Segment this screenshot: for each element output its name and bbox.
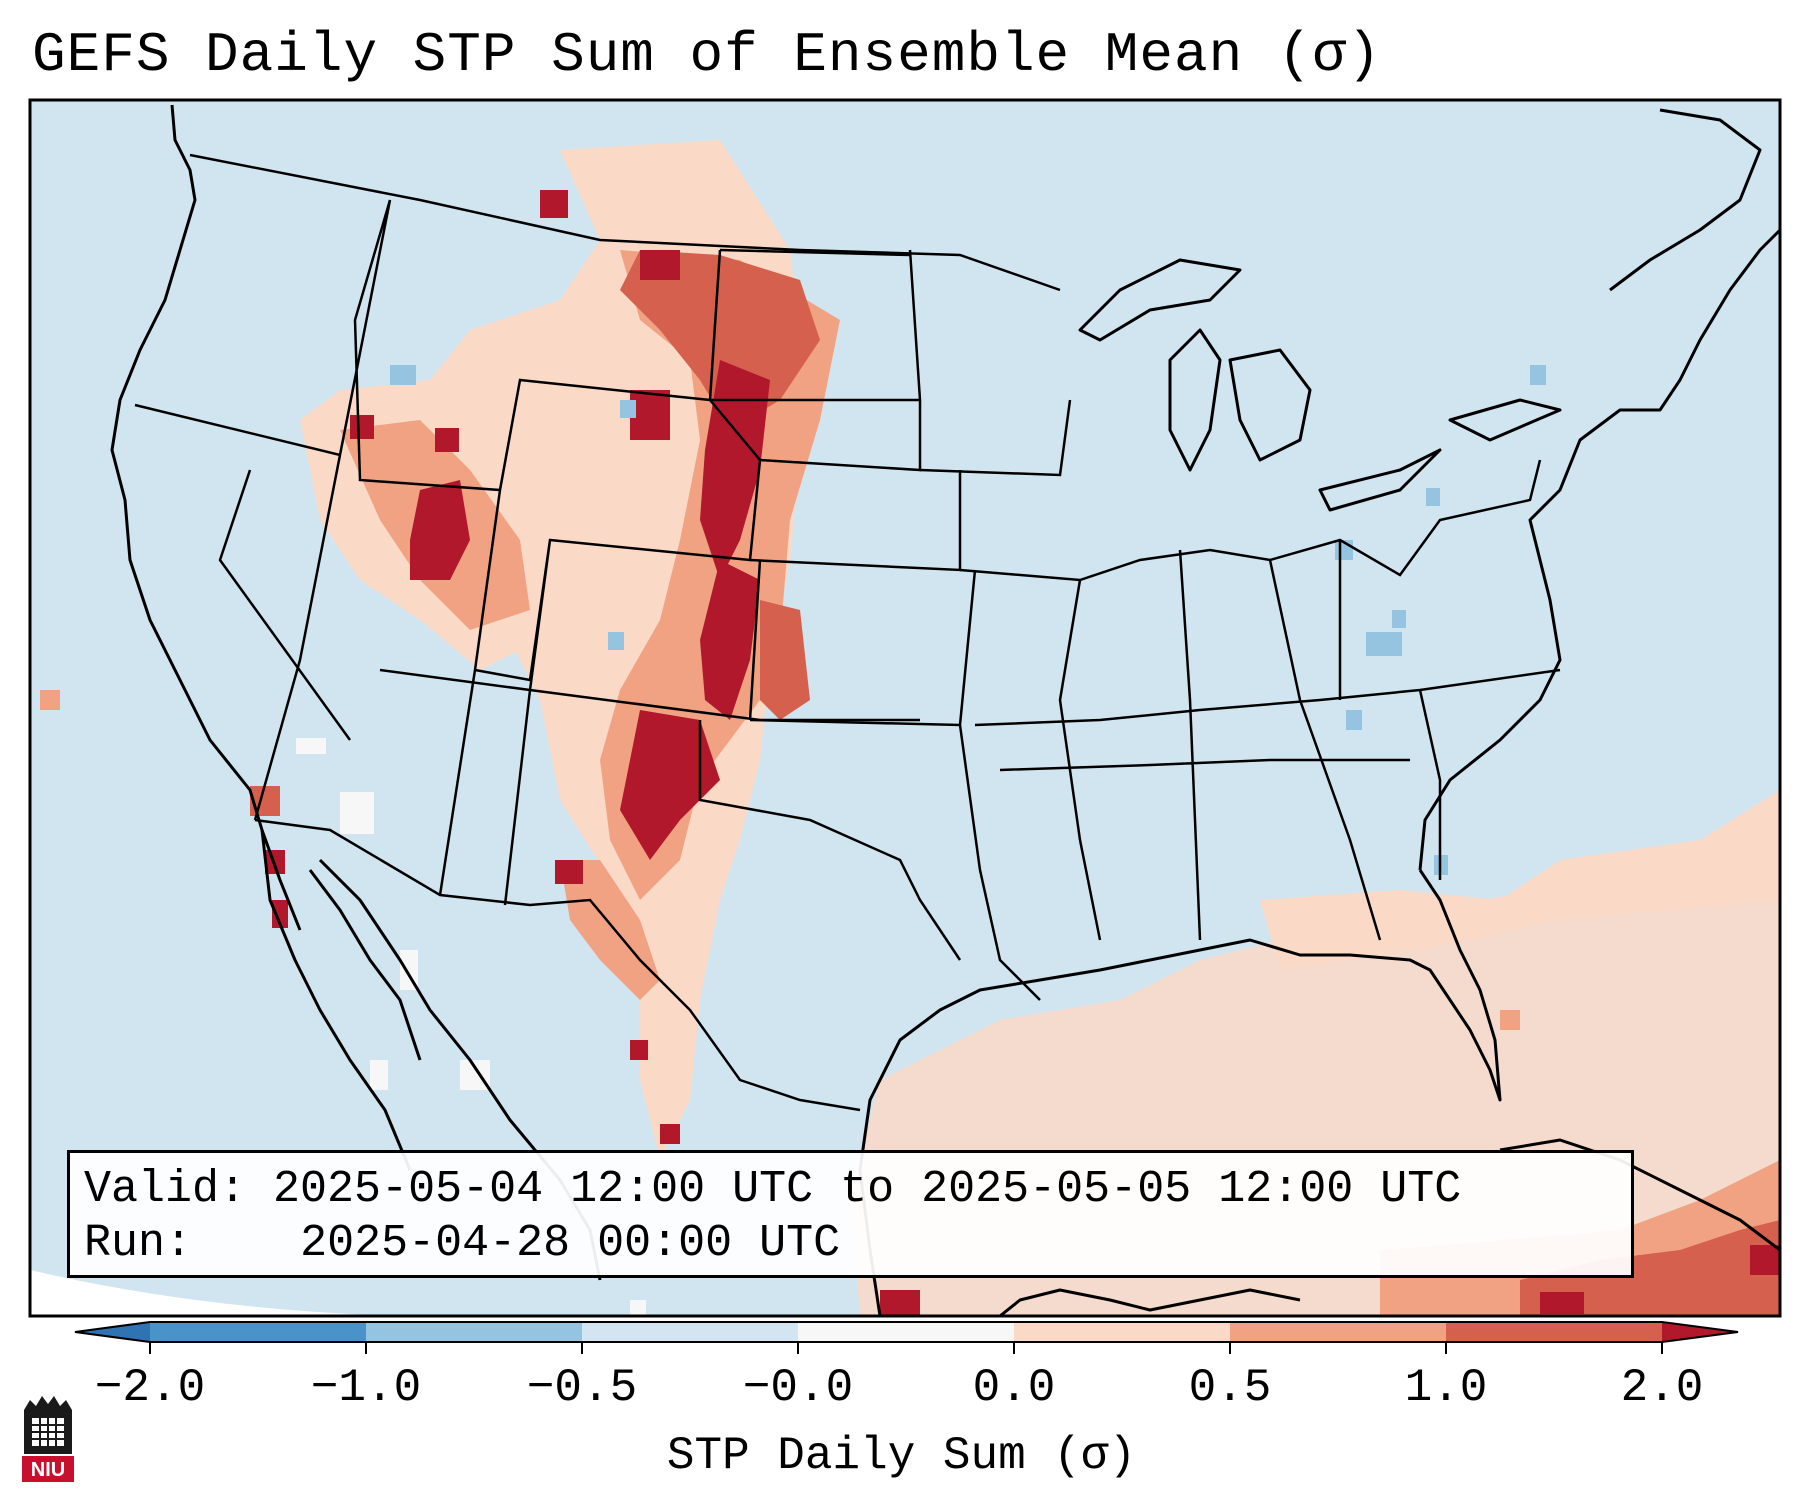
nearzero-cell-6: [630, 1300, 646, 1316]
bahamas-cell: [1750, 1245, 1780, 1275]
atlantic-coastline: [1418, 228, 1780, 871]
colorbar-bin-3: [582, 1322, 798, 1342]
map-edge-blank: [30, 1270, 400, 1316]
el-paso-cell: [555, 860, 583, 884]
mexico-cell-2: [660, 1124, 680, 1144]
cuba-strong-anomaly: [1520, 1220, 1780, 1316]
negative-cell-idaho: [390, 365, 416, 385]
valid-label: Valid:: [84, 1164, 247, 1215]
nearzero-cell-1: [296, 738, 326, 754]
valid-time-range: 2025-05-04 12:00 UTC to 2025-05-05 12:00…: [273, 1164, 1462, 1215]
atlantic-cell: [1500, 1010, 1520, 1030]
state-lines-west: [134, 199, 920, 906]
colorbar-axis-label: STP Daily Sum (σ): [666, 1430, 1137, 1482]
colorbar-tick-label: −0.5: [526, 1362, 638, 1414]
colorbar-extend-low: [75, 1322, 150, 1342]
colorbar-bin-7: [1446, 1322, 1662, 1342]
texas-line-anomaly: [560, 860, 660, 1000]
colorbar-tick-label: 0.5: [1188, 1362, 1272, 1414]
california-cell-3: [272, 900, 288, 928]
negative-cell-pennsylvania: [1426, 488, 1440, 506]
colorbar-tick-label: −1.0: [310, 1362, 422, 1414]
colorbar-bin-4: [798, 1322, 1014, 1342]
map-title: GEFS Daily STP Sum of Ensemble Mean (σ): [32, 23, 1382, 87]
wyoming-cell: [630, 390, 670, 440]
great-lakes-outline: [1078, 258, 1562, 512]
mexico-cell: [630, 1040, 648, 1060]
negative-cell-tennessee: [1346, 710, 1362, 730]
cuba-coastline: [1499, 1138, 1780, 1252]
negative-cell-colorado: [608, 632, 624, 650]
niu-logo-text: NIU: [31, 1459, 65, 1481]
kansas-core: [760, 600, 810, 720]
niu-logo: NIU: [22, 1396, 74, 1482]
us-mexico-border: [254, 818, 861, 1112]
run-time: 2025-04-28 00:00 UTC: [300, 1218, 841, 1269]
idaho-cell-2: [435, 428, 459, 452]
colorbar-tick-label: 2.0: [1620, 1362, 1704, 1414]
us-canada-border: [189, 153, 1061, 292]
colorbar-bin-6: [1230, 1322, 1446, 1342]
utah-strong-core: [410, 480, 470, 580]
colorbar-tick-label: −2.0: [94, 1362, 206, 1414]
gulf-south-cell: [880, 1290, 920, 1316]
colorado-core: [700, 560, 760, 720]
colorbar-bin-5: [1014, 1322, 1230, 1342]
colorbar-tick-label: 1.0: [1404, 1362, 1488, 1414]
montana-core: [620, 250, 820, 430]
colorbar-bin-1: [150, 1322, 366, 1342]
montana-cell-2: [640, 250, 680, 280]
validity-info-box: Valid: 2025-05-04 12:00 UTC to 2025-05-0…: [67, 1150, 1634, 1278]
dakota-core: [700, 360, 770, 580]
nearzero-cell-2: [340, 792, 374, 834]
montana-cell: [540, 190, 568, 218]
run-label: Run:: [84, 1218, 193, 1269]
negative-cell-wyoming: [620, 400, 636, 418]
canada-coastline: [1609, 108, 1762, 292]
colorbar: [74, 1321, 1739, 1354]
yucatan-coastline: [999, 1288, 1301, 1316]
cuba-cell: [1540, 1292, 1584, 1314]
colorbar-tick-label: −0.0: [742, 1362, 854, 1414]
stp-anomaly-field: [30, 140, 1780, 1316]
southeast-light-anomaly: [1260, 790, 1780, 970]
map-frame: [28, 98, 1782, 1318]
negative-cell-virginia: [1392, 610, 1406, 628]
gulf-coastline: [858, 869, 1502, 1316]
colorbar-extend-high: [1662, 1322, 1738, 1342]
nearzero-cell-5: [370, 1060, 388, 1090]
state-boundaries: [134, 153, 1561, 1112]
negative-cell-new-york: [1530, 365, 1546, 385]
baja-coastline: [260, 829, 422, 1171]
pacific-coastline: [110, 104, 302, 931]
colorbar-bin-2: [366, 1322, 582, 1342]
state-lines-east: [919, 399, 1561, 941]
pacific-cell: [40, 690, 60, 710]
idaho-cell: [350, 415, 374, 439]
colorbar-tick-label: 0.0: [972, 1362, 1056, 1414]
negative-cell-west-virginia: [1366, 632, 1402, 656]
new-mexico-core: [620, 710, 720, 860]
